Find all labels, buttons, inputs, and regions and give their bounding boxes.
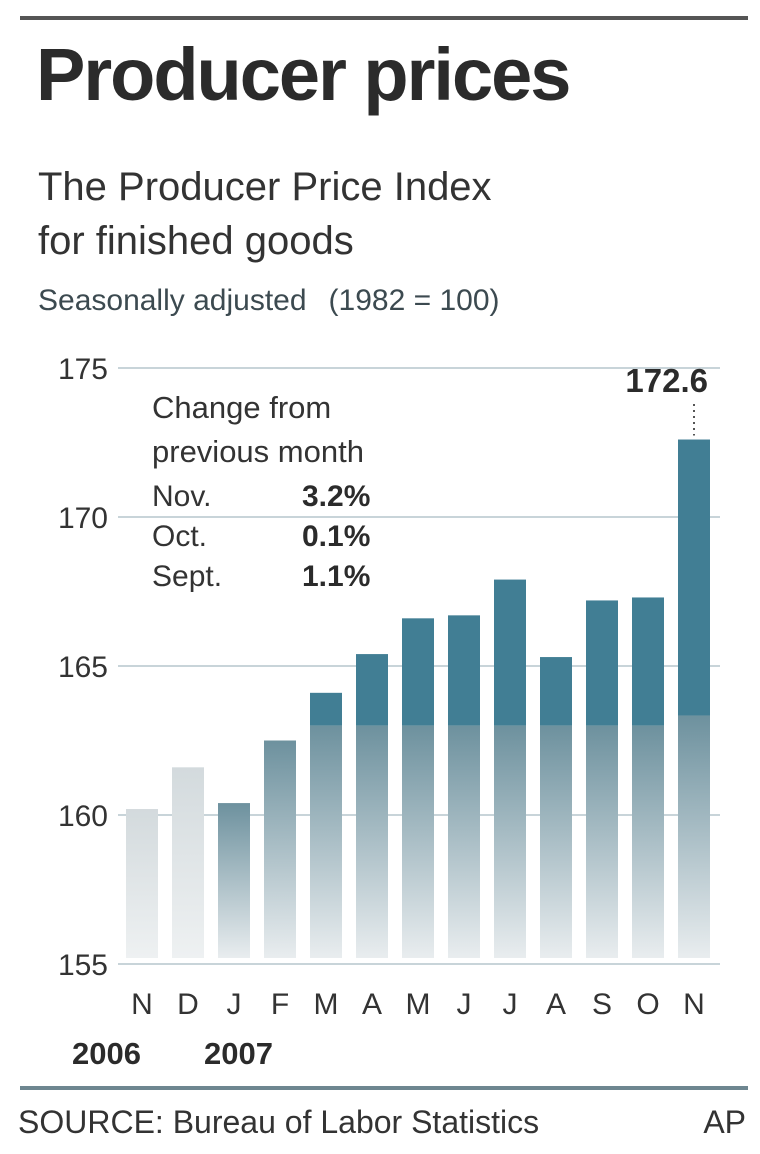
bar-fill-faded: [172, 767, 204, 958]
x-tick-label-3: F: [271, 988, 289, 1021]
bar-fill-fade: [310, 725, 342, 958]
x-tick-label-11: O: [636, 988, 659, 1021]
x-tick-label-0: N: [131, 988, 153, 1021]
subtitle-line-1: The Producer Price Index: [38, 165, 492, 209]
bar-10: [586, 600, 618, 958]
bar-fill-solid: [356, 654, 388, 726]
bar-7: [448, 615, 480, 958]
bar-12: [678, 439, 710, 958]
bar-fill-fade: [264, 740, 296, 958]
inset-month-2: Sept.: [152, 560, 222, 593]
chart-title: Producer prices: [36, 33, 571, 116]
x-tick-label-9: A: [546, 988, 566, 1021]
bar-fill-fade: [540, 725, 572, 958]
year-label-2006: 2006: [72, 1036, 141, 1071]
bar-fill-faded: [126, 809, 158, 958]
bars: [126, 439, 710, 958]
x-tick-label-8: J: [503, 988, 518, 1021]
bar-5: [356, 654, 388, 958]
x-tick-label-6: M: [406, 988, 431, 1021]
bar-1: [172, 767, 204, 958]
year-label-2007: 2007: [204, 1036, 273, 1071]
note-adjustment: Seasonally adjusted: [38, 284, 307, 317]
y-tick-label-175: 175: [58, 353, 108, 386]
bar-11: [632, 597, 664, 958]
x-tick-label-4: M: [314, 988, 339, 1021]
bar-0: [126, 809, 158, 958]
y-tick-label-165: 165: [58, 651, 108, 684]
bar-fill-fade: [218, 803, 250, 958]
bar-fill-solid: [402, 618, 434, 726]
bar-fill-fade: [402, 725, 434, 958]
inset-month-1: Oct.: [152, 520, 207, 553]
y-tick-label-160: 160: [58, 800, 108, 833]
bar-fill-solid: [540, 657, 572, 726]
chart-note: Seasonally adjusted (1982 = 100): [38, 284, 500, 318]
bar-fill-fade: [632, 725, 664, 958]
inset-title-line-2: previous month: [152, 434, 364, 469]
bar-fill-solid: [494, 579, 526, 726]
y-tick-label-170: 170: [58, 502, 108, 535]
y-tick-label-155: 155: [58, 949, 108, 982]
top-rule: [20, 16, 748, 20]
bar-2: [218, 803, 250, 958]
note-base-year: (1982 = 100): [328, 284, 500, 317]
bar-fill-fade: [678, 715, 710, 958]
bar-fill-fade: [494, 725, 526, 958]
inset-title-line-1: Change from: [152, 390, 331, 425]
inset-change-2: 1.1%: [302, 560, 370, 593]
bar-9: [540, 657, 572, 958]
credit-label: AP: [703, 1104, 746, 1140]
x-tick-label-10: S: [592, 988, 612, 1021]
inset-month-0: Nov.: [152, 480, 211, 513]
x-tick-label-12: N: [683, 988, 705, 1021]
subtitle-line-2: for finished goods: [38, 219, 354, 263]
bar-fill-solid: [448, 615, 480, 726]
chart-subtitle: The Producer Price Index for finished go…: [38, 160, 492, 268]
inset-change-0: 3.2%: [302, 480, 370, 513]
bar-fill-fade: [448, 725, 480, 958]
x-tick-label-1: D: [177, 988, 199, 1021]
bar-4: [310, 692, 342, 958]
x-tick-label-2: J: [227, 988, 242, 1021]
inset-change-1: 0.1%: [302, 520, 370, 553]
highlight-value-label: 172.6: [625, 362, 708, 399]
bar-fill-solid: [586, 600, 618, 726]
source-note: SOURCE: Bureau of Labor Statistics: [18, 1104, 540, 1140]
bar-fill-solid: [678, 439, 710, 716]
bar-8: [494, 579, 526, 958]
bar-fill-fade: [356, 725, 388, 958]
x-tick-label-7: J: [457, 988, 472, 1021]
bar-fill-solid: [310, 692, 342, 726]
bar-6: [402, 618, 434, 958]
bottom-rule: [20, 1086, 748, 1090]
bar-fill-solid: [632, 597, 664, 726]
bar-3: [264, 740, 296, 958]
bar-fill-fade: [586, 725, 618, 958]
x-tick-label-5: A: [362, 988, 382, 1021]
